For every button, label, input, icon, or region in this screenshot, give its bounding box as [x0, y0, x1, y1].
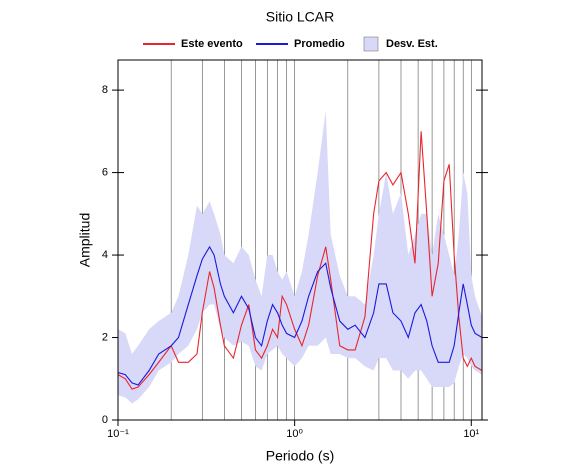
- legend-label: Promedio: [294, 38, 345, 50]
- y-tick-label: 8: [102, 84, 108, 96]
- std-band: [118, 110, 482, 404]
- plot-frame: [117, 59, 483, 421]
- legend-label: Este evento: [181, 38, 243, 50]
- y-tick-label: 6: [102, 166, 108, 178]
- y-axis-label: Amplitud: [77, 213, 93, 267]
- x-tick-label: 10⁻¹: [107, 428, 129, 440]
- series-line: [117, 131, 483, 390]
- legend-swatch: [363, 36, 379, 52]
- chart-title: Sitio LCAR: [266, 9, 334, 25]
- y-tick-label: 2: [102, 331, 108, 343]
- series-line: [117, 245, 483, 386]
- legend-label: Desv. Est.: [386, 38, 438, 50]
- x-tick-label: 10¹: [463, 428, 479, 440]
- y-tick-label: 4: [102, 249, 108, 261]
- y-tick-label: 0: [102, 414, 108, 426]
- x-axis-label: Periodo (s): [266, 448, 334, 464]
- x-tick-label: 10⁰: [286, 428, 303, 440]
